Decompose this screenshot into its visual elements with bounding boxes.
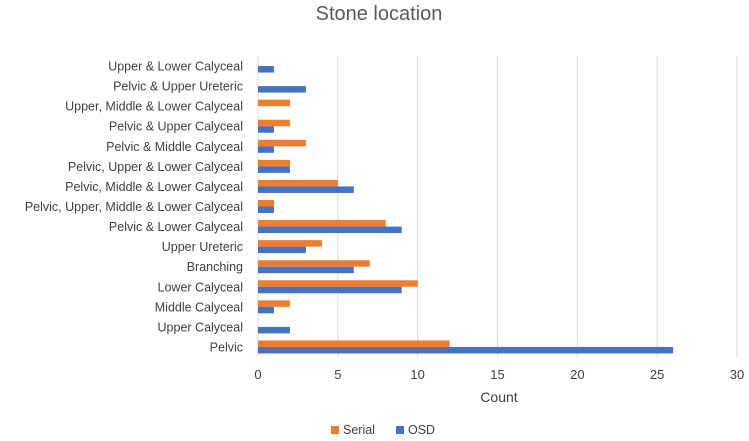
bar-osd (258, 66, 274, 73)
category-labels: Pelvic Upper Calyceal Middle Calyceal Lower… (25, 60, 243, 355)
bar-serial (258, 220, 386, 227)
category-label: Upper Calyceal (158, 320, 243, 334)
bar-serial (258, 240, 322, 247)
category-label: Upper, Middle & Lower Calyceal (65, 100, 243, 114)
category-label: Lower Calyceal (158, 280, 243, 294)
bar-serial (258, 200, 274, 207)
gridlines (257, 56, 738, 357)
legend-swatch (331, 426, 339, 434)
bar-osd (258, 346, 674, 354)
bar-serial (258, 340, 450, 347)
category-label: Branching (187, 260, 243, 274)
category-label: Pelvic, Upper & Lower Calyceal (68, 160, 243, 174)
x-tick-label: 10 (410, 367, 424, 382)
x-tick-label: 20 (570, 367, 584, 382)
category-label: Pelvic & Lower Calyceal (109, 220, 243, 234)
bar-osd (258, 206, 274, 213)
category-label: Upper & Lower Calyceal (108, 60, 243, 74)
x-axis-title: Count (480, 389, 517, 405)
x-tick-labels: 0 5 10 15 20 25 30 (254, 367, 744, 382)
bar-osd (258, 246, 306, 254)
category-label: Pelvic & Upper Ureteric (113, 80, 243, 94)
bar-osd (258, 266, 354, 274)
category-label: Pelvic (210, 340, 243, 354)
bar-serial (258, 139, 306, 147)
x-tick-label: 15 (490, 367, 504, 382)
bar-osd (258, 166, 290, 173)
legend-label: Serial (343, 423, 375, 437)
x-tick-label: 25 (650, 367, 664, 382)
x-tick-label: 5 (334, 367, 341, 382)
bar-osd (258, 186, 354, 193)
category-label: Middle Calyceal (155, 300, 243, 314)
bar-serial (258, 280, 418, 287)
legend-swatch (396, 426, 404, 434)
bar-osd (258, 326, 290, 334)
category-label: Pelvic & Middle Calyceal (106, 140, 243, 154)
bar-osd (258, 126, 274, 133)
x-tick-label: 30 (730, 367, 744, 382)
bar-serial (258, 260, 370, 267)
category-label: Pelvic & Upper Calyceal (109, 120, 243, 134)
chart-title: Stone location (316, 3, 443, 25)
legend: Serial OSD (331, 423, 435, 437)
bar-serial (258, 300, 290, 307)
bar-osd (258, 146, 274, 153)
bars (258, 66, 674, 354)
bar-osd (258, 226, 402, 234)
bar-osd (258, 306, 274, 314)
bar-osd (258, 86, 306, 93)
bar-serial (258, 179, 338, 187)
x-tick-label: 0 (254, 367, 261, 382)
legend-label: OSD (408, 423, 435, 437)
bar-serial (258, 99, 290, 107)
category-label: Upper Ureteric (162, 240, 243, 254)
bar-serial (258, 119, 290, 127)
bar-serial (258, 159, 290, 167)
category-label: Pelvic, Upper, Middle & Lower Calyceal (25, 200, 243, 214)
bar-osd (258, 286, 402, 294)
category-label: Pelvic, Middle & Lower Calyceal (65, 180, 243, 194)
